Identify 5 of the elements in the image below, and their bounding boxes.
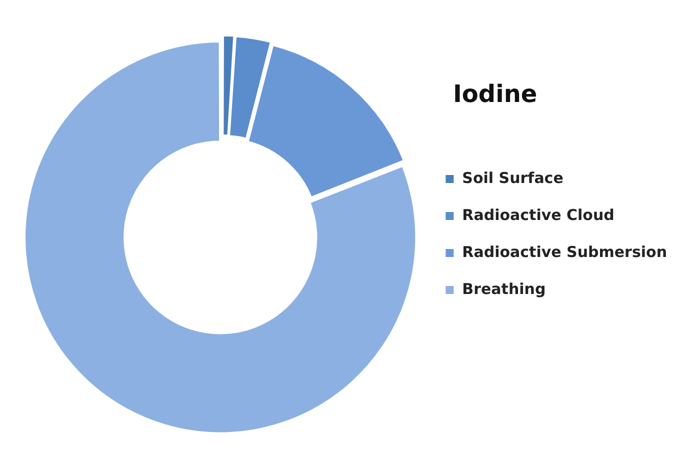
legend-label: Radioactive Submersion [462,242,668,261]
legend-label: Soil Surface [462,168,564,187]
text: Iodine [453,80,538,108]
legend-label: Breathing [462,280,546,298]
legend-label: Radioactive Cloud [462,206,614,224]
